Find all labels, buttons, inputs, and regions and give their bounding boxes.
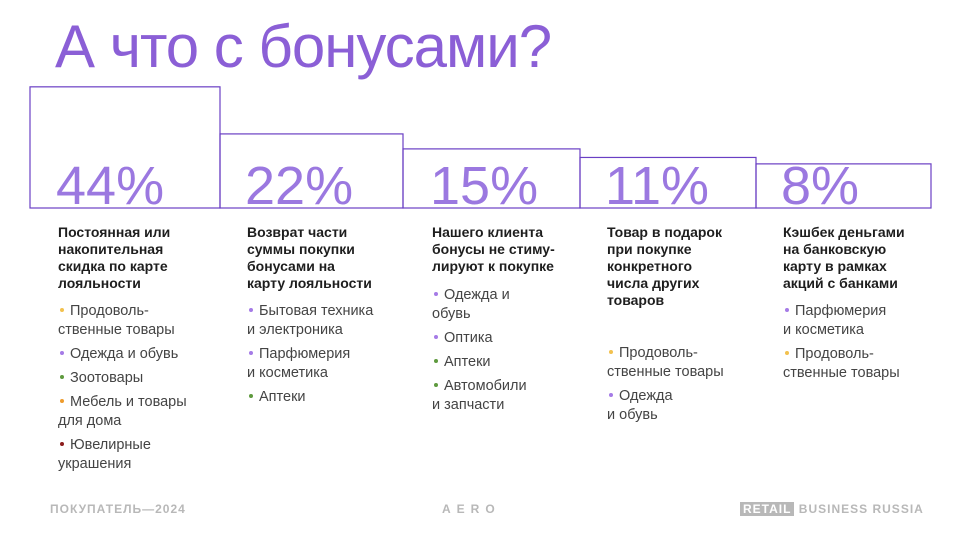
- bullet: [609, 349, 613, 354]
- item-text: Парфюмерия и косметика: [247, 346, 351, 381]
- list-item: Одежда и обувь: [432, 286, 607, 324]
- footer-right: RETAIL BUSINESS RUSSIA: [740, 502, 924, 516]
- column: Кэшбек деньгами на банковскую карту в ра…: [783, 224, 953, 381]
- bullet: [60, 441, 64, 446]
- item-text: Автомобили и запчасти: [432, 378, 527, 413]
- list-item: Ювелирные украшения: [58, 436, 233, 474]
- item-text: Продоволь- ственные товары: [607, 345, 724, 380]
- list-item: Продоволь- ственные товары: [58, 302, 233, 340]
- value-box: [755, 163, 932, 209]
- value-label: 8%: [781, 156, 859, 216]
- item-text: Бытовая техника и электроника: [247, 303, 374, 338]
- footer-left: ПОКУПАТЕЛЬ—2024: [50, 502, 186, 516]
- list-item: Одежда и обувь: [58, 345, 233, 364]
- bullet: [60, 398, 64, 403]
- bullet: [249, 350, 253, 355]
- bullet: [785, 307, 789, 312]
- value-label: 11%: [605, 156, 709, 216]
- value-label: 22%: [245, 156, 353, 216]
- list-item: Мебель и товары для дома: [58, 393, 233, 431]
- bullet: [434, 291, 438, 296]
- item-text: Одежда и обувь: [607, 388, 673, 423]
- bullet: [785, 350, 789, 355]
- bullet: [249, 393, 253, 398]
- list-item: Оптика: [432, 329, 607, 348]
- bullet: [249, 307, 253, 312]
- value-label: 15%: [430, 156, 538, 216]
- item-list: Продоволь- ственные товары Одежда и обувь…: [58, 302, 233, 479]
- bullet: [60, 374, 64, 379]
- list-item: Одежда и обувь: [607, 387, 782, 425]
- bullet: [434, 334, 438, 339]
- item-text: Одежда и обувь: [70, 346, 179, 362]
- item-text: Продоволь- ственные товары: [58, 303, 175, 338]
- list-item: Парфюмерия и косметика: [783, 302, 958, 340]
- title: А что с бонусами?: [55, 13, 552, 80]
- list-item: Зоотовары: [58, 369, 233, 388]
- list-item: Бытовая техника и электроника: [247, 302, 422, 340]
- column-heading: Возврат части суммы покупки бонусами на …: [247, 224, 372, 291]
- footer-brand-rest: BUSINESS RUSSIA: [798, 502, 924, 516]
- item-text: Ювелирные украшения: [58, 437, 151, 472]
- item-text: Одежда и обувь: [432, 287, 510, 322]
- column-heading: Кэшбек деньгами на банковскую карту в ра…: [783, 224, 905, 291]
- item-text: Парфюмерия и косметика: [783, 303, 887, 338]
- list-item: Продоволь- ственные товары: [783, 345, 958, 383]
- value-label: 44%: [56, 156, 164, 216]
- bullet: [60, 350, 64, 355]
- footer-brand: RETAIL: [740, 502, 795, 516]
- column: Постоянная или накопительная скидка по к…: [58, 224, 228, 472]
- column: Возврат части суммы покупки бонусами на …: [247, 224, 417, 405]
- item-list: Бытовая техника и электроника Парфюмерия …: [247, 302, 422, 412]
- item-text: Зоотовары: [70, 370, 144, 386]
- list-item: Парфюмерия и косметика: [247, 345, 422, 383]
- list-item: Автомобили и запчасти: [432, 377, 607, 415]
- list-item: Продоволь- ственные товары: [607, 344, 782, 382]
- list-item: Аптеки: [432, 353, 607, 372]
- item-list: Парфюмерия и косметика Продоволь- ственны…: [783, 302, 958, 388]
- item-list: Продоволь- ственные товары Одежда и обувь: [607, 344, 782, 430]
- list-item: Аптеки: [247, 388, 422, 407]
- footer-center: AERO: [442, 502, 501, 516]
- item-text: Оптика: [444, 330, 493, 346]
- column-heading: Нашего клиента бонусы не стиму- лируют к…: [432, 224, 555, 274]
- column: Товар в подарок при покупке конкретного …: [607, 224, 777, 423]
- bullet: [434, 358, 438, 363]
- bullet: [434, 382, 438, 387]
- item-text: Продоволь- ственные товары: [783, 346, 900, 381]
- column: Нашего клиента бонусы не стиму- лируют к…: [432, 224, 602, 413]
- column-heading: Постоянная или накопительная скидка по к…: [58, 224, 171, 291]
- bullet: [60, 307, 64, 312]
- bullet: [609, 392, 613, 397]
- column-heading: Товар в подарок при покупке конкретного …: [607, 224, 722, 308]
- item-text: Аптеки: [259, 389, 306, 405]
- item-text: Мебель и товары для дома: [58, 394, 187, 429]
- item-list: Одежда и обувь Оптика Аптеки Автомобили и з…: [432, 286, 607, 420]
- item-text: Аптеки: [444, 354, 491, 370]
